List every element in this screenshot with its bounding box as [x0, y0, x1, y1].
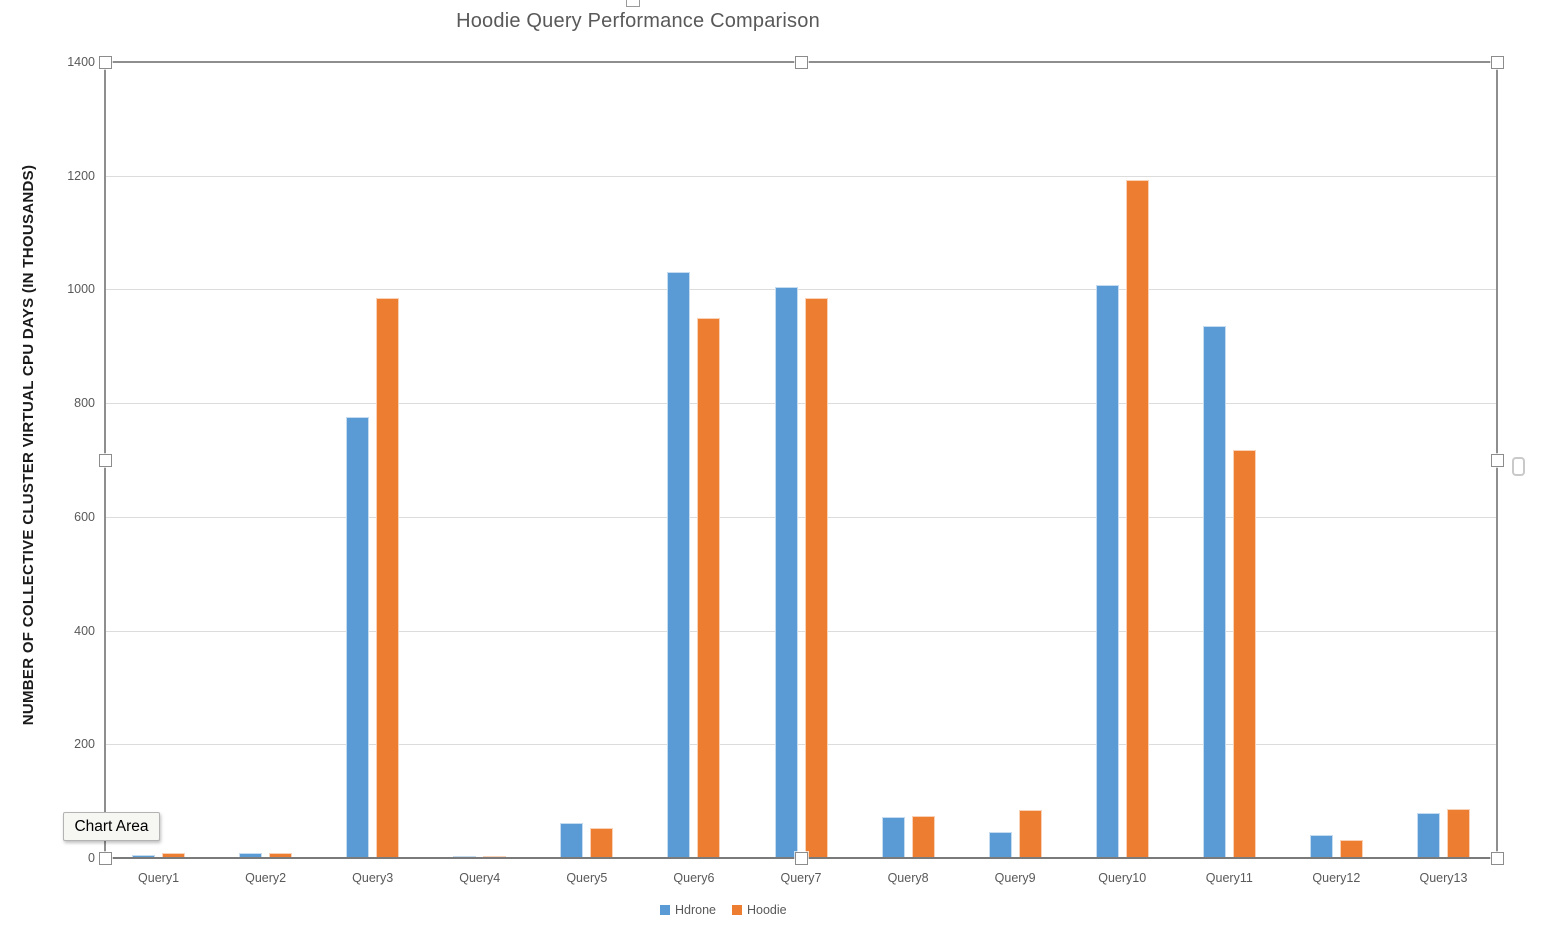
bar-hoodie-query5[interactable] — [590, 828, 614, 858]
x-tick-label: Query7 — [780, 871, 822, 885]
chart-area-tooltip: Chart Area — [63, 812, 160, 841]
bar-hoodie-query8[interactable] — [911, 816, 935, 858]
outer-selection-handle-right[interactable] — [1512, 457, 1525, 476]
y-tick-label: 800 — [74, 396, 95, 411]
gridline — [105, 744, 1497, 746]
legend[interactable]: Hdrone Hoodie — [660, 903, 787, 917]
chart-title[interactable]: Hoodie Query Performance Comparison — [456, 10, 820, 32]
selection-handle[interactable] — [794, 851, 808, 865]
selection-handle[interactable] — [794, 55, 808, 69]
bar-hdrone-query3[interactable] — [346, 417, 370, 858]
bar-hdrone-query10[interactable] — [1095, 285, 1119, 858]
bar-hoodie-query10[interactable] — [1125, 180, 1149, 858]
y-tick-label: 1200 — [67, 168, 95, 183]
x-tick-label: Query8 — [887, 871, 929, 885]
outer-selection-handle-top[interactable] — [626, 0, 640, 7]
bar-hoodie-query13[interactable] — [1446, 809, 1470, 858]
hoodie-swatch-icon — [732, 905, 742, 915]
x-tick-label: Query10 — [1098, 871, 1147, 885]
y-tick-label: 1400 — [67, 55, 95, 69]
bar-hdrone-query13[interactable] — [1416, 813, 1440, 858]
hdrone-swatch-icon — [660, 905, 670, 915]
selection-handle[interactable] — [1490, 453, 1504, 467]
gridline — [105, 175, 1497, 177]
x-tick-label: Query12 — [1312, 871, 1361, 885]
x-tick-label: Query11 — [1205, 871, 1253, 885]
x-tick-label: Query9 — [994, 871, 1036, 885]
y-tick-label: 1000 — [67, 282, 95, 297]
x-tick-label: Query13 — [1419, 871, 1468, 885]
gridline — [105, 289, 1497, 291]
bar-hoodie-query9[interactable] — [1018, 810, 1042, 858]
x-tick-label: Query5 — [566, 871, 608, 885]
bar-hoodie-query11[interactable] — [1232, 450, 1256, 858]
bar-hdrone-query12[interactable] — [1309, 835, 1333, 858]
x-tick-label: Query4 — [459, 871, 501, 885]
bar-hdrone-query5[interactable] — [560, 823, 584, 858]
legend-item-hdrone[interactable]: Hdrone — [660, 903, 716, 917]
x-tick-label: Query6 — [673, 871, 715, 885]
selection-handle[interactable] — [98, 55, 112, 69]
bar-hdrone-query9[interactable] — [988, 832, 1012, 858]
bar-hdrone-query8[interactable] — [881, 817, 905, 858]
gridline — [105, 403, 1497, 405]
x-tick-label: Query1 — [138, 871, 180, 885]
selection-handle[interactable] — [98, 453, 112, 467]
selection-handle[interactable] — [1490, 55, 1504, 69]
legend-item-hoodie[interactable]: Hoodie — [732, 903, 787, 917]
bar-hoodie-query12[interactable] — [1339, 840, 1363, 858]
bar-hdrone-query7[interactable] — [774, 287, 798, 858]
y-tick-label: 200 — [74, 737, 95, 752]
y-axis-title[interactable]: NUMBER OF COLLECTIVE CLUSTER VIRTUAL CPU… — [20, 164, 37, 726]
legend-label: Hdrone — [675, 903, 716, 917]
bar-hoodie-query7[interactable] — [804, 298, 828, 858]
bar-hoodie-query6[interactable] — [697, 318, 721, 858]
bar-hoodie-query3[interactable] — [376, 298, 400, 858]
selection-handle[interactable] — [98, 851, 112, 865]
x-tick-label: Query3 — [352, 871, 394, 885]
y-tick-label: 0 — [88, 851, 95, 865]
y-tick-label: 600 — [74, 509, 95, 524]
gridline — [105, 516, 1497, 518]
gridline — [105, 630, 1497, 632]
selection-handle[interactable] — [1490, 851, 1504, 865]
bar-hdrone-query11[interactable] — [1202, 326, 1226, 858]
legend-label: Hoodie — [747, 903, 787, 917]
x-tick-label: Query2 — [245, 871, 287, 885]
y-tick-label: 400 — [74, 623, 95, 638]
bar-hdrone-query6[interactable] — [667, 272, 691, 858]
